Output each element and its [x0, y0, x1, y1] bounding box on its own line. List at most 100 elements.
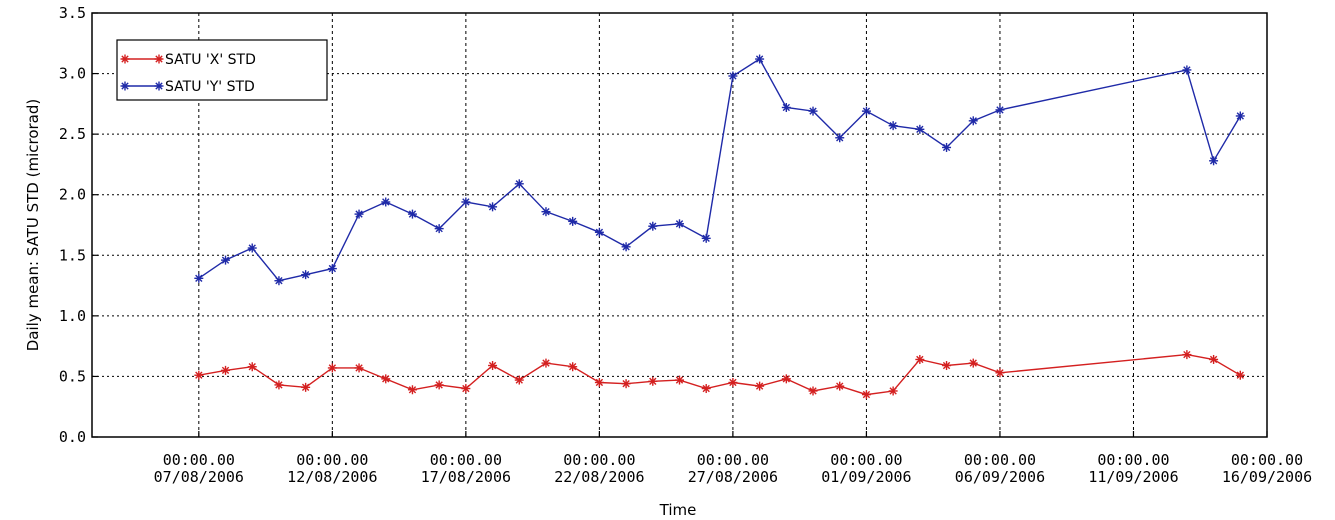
series-x-point [621, 379, 631, 389]
legend-box [116, 39, 328, 101]
x-tick-time-label: 00:00.00 [964, 451, 1036, 469]
series-x-point [835, 381, 845, 391]
series-x-point [221, 365, 231, 375]
series-x-point [648, 376, 658, 386]
x-tick-date-label: 01/09/2006 [821, 468, 911, 486]
series-y-point [354, 209, 364, 219]
x-tick-date-label: 06/09/2006 [955, 468, 1045, 486]
series-y-point [221, 255, 231, 265]
series-x-point [541, 358, 551, 368]
series-y-point [942, 142, 952, 152]
series-y-point [488, 202, 498, 212]
series-y-line [198, 58, 1241, 282]
series-x-point [407, 385, 417, 395]
legend: SATU 'X' STD SATU 'Y' STD [116, 39, 328, 101]
series-x-point [461, 384, 471, 394]
series-x-point [755, 381, 765, 391]
series-lines [194, 54, 1245, 400]
series-y-point [247, 243, 257, 253]
series-x-point [488, 361, 498, 371]
series-x-point [594, 377, 604, 387]
series-x-point [247, 362, 257, 372]
series-y-point [274, 276, 284, 286]
series-x-point [354, 363, 364, 373]
series-y-point [1235, 111, 1245, 121]
series-y-point [461, 197, 471, 207]
series-y-point [995, 105, 1005, 115]
series-y-point [594, 227, 604, 237]
y-tick-label: 2.5 [59, 125, 86, 143]
series-y-point [888, 121, 898, 131]
series-x-point [675, 375, 684, 385]
series-x-point [1209, 354, 1219, 364]
series-x-point [942, 361, 952, 371]
series-y-point [1209, 156, 1219, 166]
series-x-point [781, 374, 791, 384]
x-tick-date-label: 11/09/2006 [1088, 468, 1178, 486]
series-y-point [675, 219, 684, 229]
x-tick-date-label: 12/08/2006 [287, 468, 377, 486]
series-x-point [434, 380, 444, 390]
x-tick-time-label: 00:00.00 [296, 451, 368, 469]
y-tick-label: 0.5 [59, 367, 86, 385]
series-x-point [274, 380, 284, 390]
series-y-point [968, 116, 978, 126]
x-tick-date-label: 16/09/2006 [1222, 468, 1312, 486]
series-y-point [648, 221, 658, 231]
series-y-point [327, 264, 337, 274]
plot-frame [91, 12, 1268, 438]
x-tick-time-label: 00:00.00 [830, 451, 902, 469]
series-y-point [835, 133, 845, 143]
series-y-point [407, 209, 417, 219]
legend-marker [154, 81, 164, 91]
legend-label-y: SATU 'Y' STD [165, 79, 255, 95]
legend-markers [120, 54, 164, 91]
series-y-point [701, 233, 711, 243]
series-y-point [915, 124, 925, 134]
y-tick-label: 1.0 [59, 307, 86, 325]
x-tick-time-label: 00:00.00 [1097, 451, 1169, 469]
series-y-point [194, 273, 204, 283]
series-x-point [194, 370, 204, 380]
y-tick-label: 2.0 [59, 186, 86, 204]
series-x-point [968, 358, 978, 368]
x-tick-time-label: 00:00.00 [163, 451, 235, 469]
series-x-point [888, 386, 898, 396]
series-x-point [568, 362, 578, 372]
series-x-point [728, 377, 738, 387]
x-axis-title: Time [659, 501, 697, 519]
legend-label-x: SATU 'X' STD [165, 52, 256, 68]
y-tick-label: 3.5 [59, 4, 86, 22]
series-y-point [808, 106, 818, 116]
series-x-point [995, 368, 1005, 378]
series-y-point [1182, 65, 1192, 75]
legend-marker [120, 81, 130, 91]
series-x-point [514, 375, 524, 385]
series-y-point [541, 207, 551, 217]
legend-marker [154, 54, 164, 64]
series-y-point [514, 179, 524, 189]
series-y-point [861, 106, 871, 116]
y-axis-title: Daily mean: SATU STD (microrad) [24, 99, 42, 352]
x-tick-date-label: 22/08/2006 [554, 468, 644, 486]
x-tick-date-label: 07/08/2006 [154, 468, 244, 486]
x-tick-time-label: 00:00.00 [697, 451, 769, 469]
x-tick-time-label: 00:00.00 [563, 451, 635, 469]
series-x-point [327, 363, 337, 373]
series-y-point [381, 197, 391, 207]
series-y-point [781, 102, 791, 112]
series-y-point [301, 270, 311, 280]
series-y-point [755, 54, 765, 64]
series-x-point [1182, 350, 1192, 360]
legend-marker [120, 54, 130, 64]
x-tick-time-label: 00:00.00 [1231, 451, 1303, 469]
x-tick-time-label: 00:00.00 [430, 451, 502, 469]
y-tick-label: 3.0 [59, 65, 86, 83]
series-x-point [915, 354, 925, 364]
series-x-point [701, 384, 711, 394]
x-tick-date-label: 27/08/2006 [688, 468, 778, 486]
series-x-point [861, 390, 871, 400]
series-x-point [1235, 370, 1245, 380]
series-y-point [621, 242, 631, 252]
